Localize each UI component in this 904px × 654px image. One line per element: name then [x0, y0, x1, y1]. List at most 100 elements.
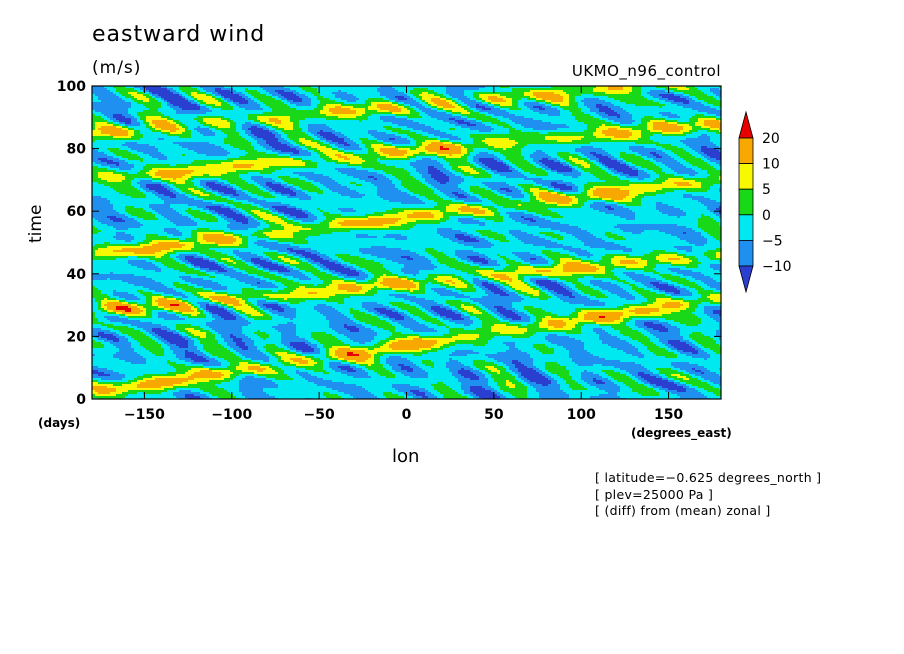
heatmap-cell	[575, 90, 579, 93]
heatmap-cell	[668, 92, 672, 95]
heatmap-cell	[380, 92, 384, 95]
heatmap-cell	[170, 102, 174, 105]
heatmap-cell	[593, 92, 597, 95]
heatmap-cell	[98, 102, 102, 105]
heatmap-cell	[224, 102, 228, 105]
note-diff: [ (diff) from (mean) zonal ]	[595, 503, 771, 518]
heatmap-cell	[500, 90, 504, 93]
heatmap-cell	[287, 102, 291, 105]
heatmap-cell	[662, 92, 666, 95]
heatmap-cell	[683, 100, 687, 103]
heatmap-cell	[296, 90, 300, 93]
heatmap-cell	[194, 86, 198, 89]
heatmap-cell	[419, 94, 423, 97]
heatmap-cell	[569, 100, 573, 103]
heatmap-cell	[386, 94, 390, 97]
heatmap-cell	[125, 94, 129, 97]
heatmap-cell	[569, 92, 573, 95]
heatmap-cell	[677, 86, 681, 89]
heatmap-cell	[551, 96, 555, 99]
heatmap-cell	[251, 98, 255, 101]
heatmap-cell	[254, 88, 258, 91]
heatmap-cell	[293, 98, 297, 101]
heatmap-cell	[407, 100, 411, 103]
heatmap-cell	[368, 90, 372, 93]
heatmap-cell	[584, 98, 588, 101]
heatmap-cell	[155, 100, 159, 103]
heatmap-cell	[245, 102, 249, 105]
heatmap-cell	[491, 94, 495, 97]
heatmap-cell	[341, 100, 345, 103]
heatmap-cell	[269, 102, 273, 105]
heatmap-cell	[377, 92, 381, 95]
heatmap-cell	[668, 98, 672, 101]
heatmap-cell	[164, 96, 168, 99]
heatmap-cell	[662, 86, 666, 89]
heatmap-cell	[569, 88, 573, 91]
heatmap-cell	[362, 92, 366, 95]
heatmap-cell	[587, 92, 591, 95]
heatmap-cell	[548, 96, 552, 99]
heatmap-cell	[248, 96, 252, 99]
heatmap-cell	[191, 100, 195, 103]
heatmap-cell	[635, 86, 639, 89]
heatmap-cell	[182, 94, 186, 97]
heatmap-cell	[311, 100, 315, 103]
heatmap-cell	[590, 90, 594, 93]
heatmap-cell	[413, 94, 417, 97]
heatmap-cell	[470, 88, 474, 91]
heatmap-cell	[680, 88, 684, 91]
heatmap-cell	[194, 98, 198, 101]
heatmap-cell	[272, 98, 276, 101]
heatmap-cell	[434, 90, 438, 93]
heatmap-cell	[401, 94, 405, 97]
heatmap-cell	[359, 100, 363, 103]
heatmap-cell	[173, 88, 177, 91]
heatmap-cell	[611, 88, 615, 91]
heatmap-cell	[608, 94, 612, 97]
heatmap-cell	[158, 98, 162, 101]
heatmap-cell	[209, 90, 213, 93]
heatmap-cell	[305, 100, 309, 103]
heatmap-cell	[428, 94, 432, 97]
heatmap-cell	[620, 96, 624, 99]
heatmap-cell	[593, 98, 597, 101]
heatmap-cell	[521, 88, 525, 91]
heatmap-cell	[533, 88, 537, 91]
heatmap-cell	[194, 90, 198, 93]
heatmap-cell	[578, 94, 582, 97]
heatmap-cell	[611, 94, 615, 97]
heatmap-cell	[350, 98, 354, 101]
heatmap-cell	[530, 92, 534, 95]
heatmap-cell	[332, 100, 336, 103]
heatmap-cell	[383, 90, 387, 93]
heatmap-cell	[455, 98, 459, 101]
heatmap-cell	[518, 96, 522, 99]
heatmap-cell	[497, 90, 501, 93]
heatmap-cell	[584, 96, 588, 99]
heatmap-cell	[113, 94, 117, 97]
heatmap-cell	[503, 92, 507, 95]
heatmap-cell	[374, 96, 378, 99]
heatmap-cell	[461, 94, 465, 97]
heatmap-cell	[161, 94, 165, 97]
heatmap-cell	[521, 90, 525, 93]
heatmap-cell	[551, 86, 555, 89]
heatmap-cell	[404, 86, 408, 89]
heatmap-cell	[323, 94, 327, 97]
heatmap-cell	[518, 86, 522, 89]
heatmap-cell	[269, 98, 273, 101]
heatmap-cell	[191, 94, 195, 97]
heatmap-cell	[266, 90, 270, 93]
heatmap-cell	[614, 86, 618, 89]
heatmap-cell	[650, 88, 654, 91]
heatmap-cell	[398, 88, 402, 91]
heatmap-cell	[368, 100, 372, 103]
heatmap-cell	[233, 102, 237, 105]
heatmap-cell	[374, 100, 378, 103]
heatmap-cell	[470, 100, 474, 103]
heatmap-cell	[422, 94, 426, 97]
heatmap-cell	[563, 96, 567, 99]
heatmap-cell	[380, 86, 384, 89]
heatmap-cell	[296, 98, 300, 101]
